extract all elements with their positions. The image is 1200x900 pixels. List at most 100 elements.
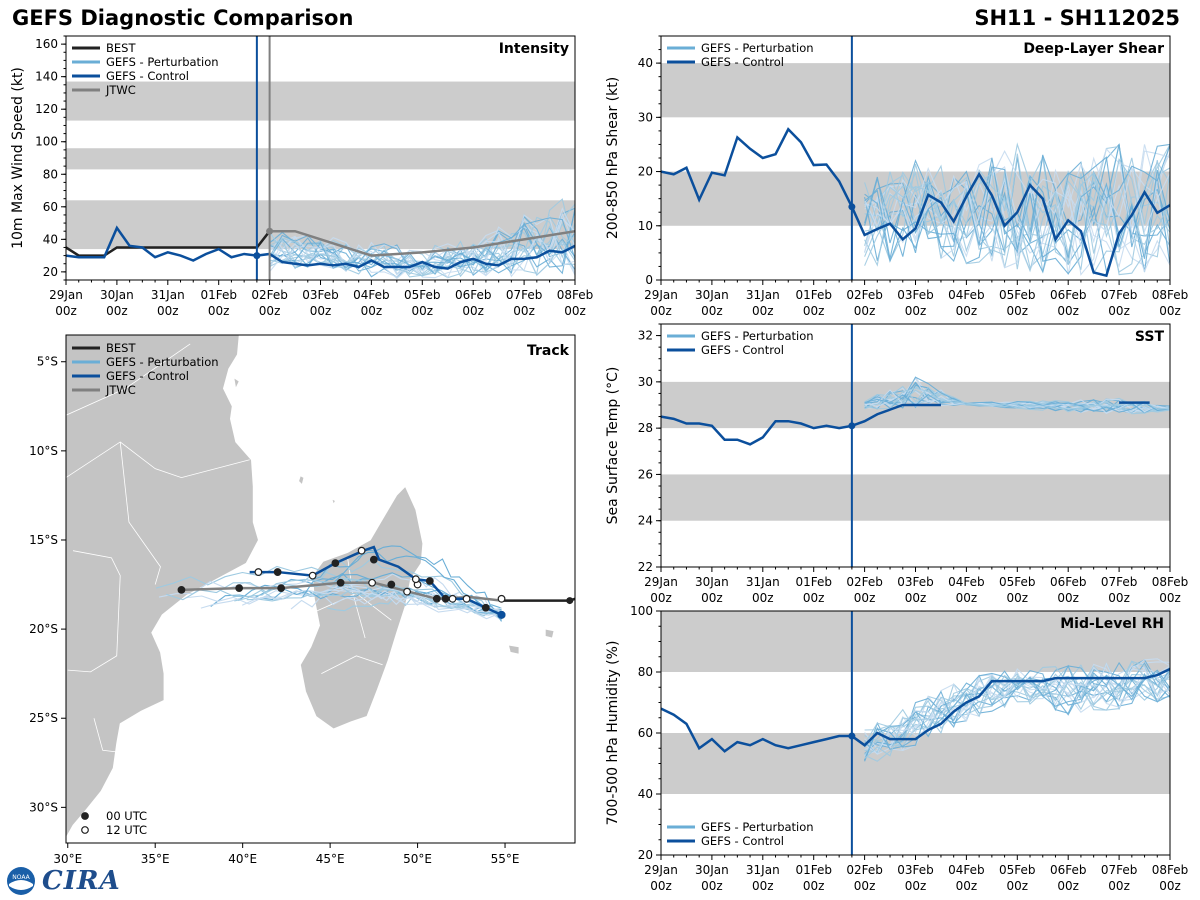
ytick-label: 40	[638, 56, 653, 70]
xtick-label-hour: 00z	[462, 304, 484, 318]
legend-label: JTWC	[105, 83, 136, 97]
panel-sst: 22 24 26 28 30 32 29Jan 00z 30Jan 00z 31Jan 00z 01Fe…	[605, 323, 1189, 605]
xtick-label-date: 05Feb	[999, 863, 1036, 877]
ytick-label: 30	[638, 375, 653, 389]
track-control-point	[425, 577, 434, 585]
xtick-label-date: 04Feb	[948, 575, 985, 589]
xtick-label-hour: 00z	[650, 304, 672, 318]
legend-label: BEST	[106, 341, 136, 355]
perturbation-member-19	[864, 150, 1170, 275]
xtick-label-date: 29Jan	[644, 575, 678, 589]
track-control-point	[357, 546, 366, 555]
legend-label: GEFS - Perturbation	[701, 41, 814, 55]
track-perturbation-18	[219, 577, 502, 620]
xtick-label-date: 07Feb	[1101, 575, 1138, 589]
xtick-label-date: 07Feb	[1101, 863, 1138, 877]
xtick-label-date: 08Feb	[1152, 575, 1189, 589]
xtick-label: 45°E	[316, 852, 345, 866]
perturbation-member-10	[864, 147, 1170, 272]
perturbation-member-21	[864, 387, 1170, 411]
xtick-label-hour: 00z	[905, 591, 927, 605]
track-jtwc-point	[177, 585, 186, 594]
marker-legend-symbol	[81, 812, 89, 820]
ytick-label: 24	[638, 514, 653, 528]
legend-label: JTWC	[105, 383, 136, 397]
shaded-band-1	[66, 148, 575, 170]
xtick-label-date: 30Jan	[695, 288, 729, 302]
perturbation-member-1	[864, 150, 1170, 276]
xtick-label-date: 04Feb	[948, 288, 985, 302]
border-1	[66, 441, 250, 479]
xtick-label-hour: 00z	[1108, 591, 1130, 605]
land-reunion	[507, 644, 520, 655]
noaa-seal-icon: NOAA	[7, 867, 35, 895]
track-control-point	[369, 555, 378, 564]
land-madagascar	[299, 485, 424, 730]
track-perturbation-5	[332, 545, 502, 613]
xtick-label-hour: 00z	[412, 304, 434, 318]
xtick-label-date: 31Jan	[746, 575, 780, 589]
xtick-label-date: 29Jan	[49, 288, 83, 302]
border-3	[67, 550, 121, 673]
xtick-label-hour: 00z	[564, 304, 586, 318]
ytick-label: 20	[43, 265, 58, 279]
xtick-label-hour: 00z	[361, 304, 383, 318]
border-7	[321, 655, 383, 675]
track-jtwc-point	[387, 580, 396, 589]
ytick-label: 140	[35, 70, 58, 84]
border-2	[119, 441, 161, 585]
xtick-label-date: 30Jan	[695, 575, 729, 589]
marker-legend-label: 00 UTC	[106, 809, 147, 823]
xtick-label-date: 01Feb	[200, 288, 237, 302]
xtick-label-hour: 00z	[1159, 304, 1181, 318]
ytick-label: 0	[645, 273, 653, 287]
perturbation-member-14	[864, 143, 1170, 274]
xtick-label-date: 31Jan	[746, 288, 780, 302]
ytick-label: 60	[638, 726, 653, 740]
legend-label: GEFS - Control	[701, 55, 784, 69]
border-5	[93, 718, 119, 753]
shaded-band-2	[66, 81, 575, 121]
xtick-label-hour: 00z	[956, 879, 978, 893]
perturbation-member-20	[269, 217, 575, 269]
ytick-label: 30°S	[29, 800, 58, 814]
panel-title: SST	[1135, 329, 1165, 345]
perturbation-member-19	[269, 207, 575, 275]
panel-shear: 0 10 20 30 40 29Jan 00z 30Jan 00z 31Jan 00z 01Feb 00…	[605, 35, 1188, 318]
xtick-label-date: 31Jan	[151, 288, 185, 302]
track-control-point	[411, 575, 420, 584]
xtick-label-hour: 00z	[1057, 591, 1079, 605]
xtick-label-hour: 00z	[1108, 879, 1130, 893]
control-line	[66, 225, 575, 270]
track-current-position	[497, 610, 506, 619]
xtick-label-date: 04Feb	[948, 863, 985, 877]
ytick-label: 30	[638, 110, 653, 124]
ytick-label: 40	[43, 232, 58, 246]
land-zanzibar	[233, 376, 240, 390]
xtick-label-date: 01Feb	[795, 288, 832, 302]
cira-logo-text: CIRA	[42, 866, 121, 896]
track-control-point	[331, 559, 340, 568]
xtick-label-hour: 00z	[1007, 879, 1029, 893]
xtick-label-hour: 00z	[752, 304, 774, 318]
ytick-label: 22	[638, 560, 653, 574]
ytick-label: 80	[638, 665, 653, 679]
ytick-label: 120	[35, 102, 58, 116]
track-jtwc-point	[448, 594, 457, 603]
xtick-label-date: 02Feb	[846, 288, 883, 302]
xtick-label-hour: 00z	[157, 304, 179, 318]
axes-frame	[65, 334, 576, 844]
xtick-label-date: 06Feb	[455, 288, 492, 302]
xtick-label-date: 03Feb	[897, 575, 934, 589]
legend-label: GEFS - Control	[701, 834, 784, 848]
xtick-label-date: 08Feb	[557, 288, 594, 302]
xtick-label-hour: 00z	[513, 304, 535, 318]
xtick-label-hour: 00z	[752, 879, 774, 893]
noaa-seal-text: NOAA	[12, 874, 30, 881]
ytick-label: 26	[638, 467, 653, 481]
